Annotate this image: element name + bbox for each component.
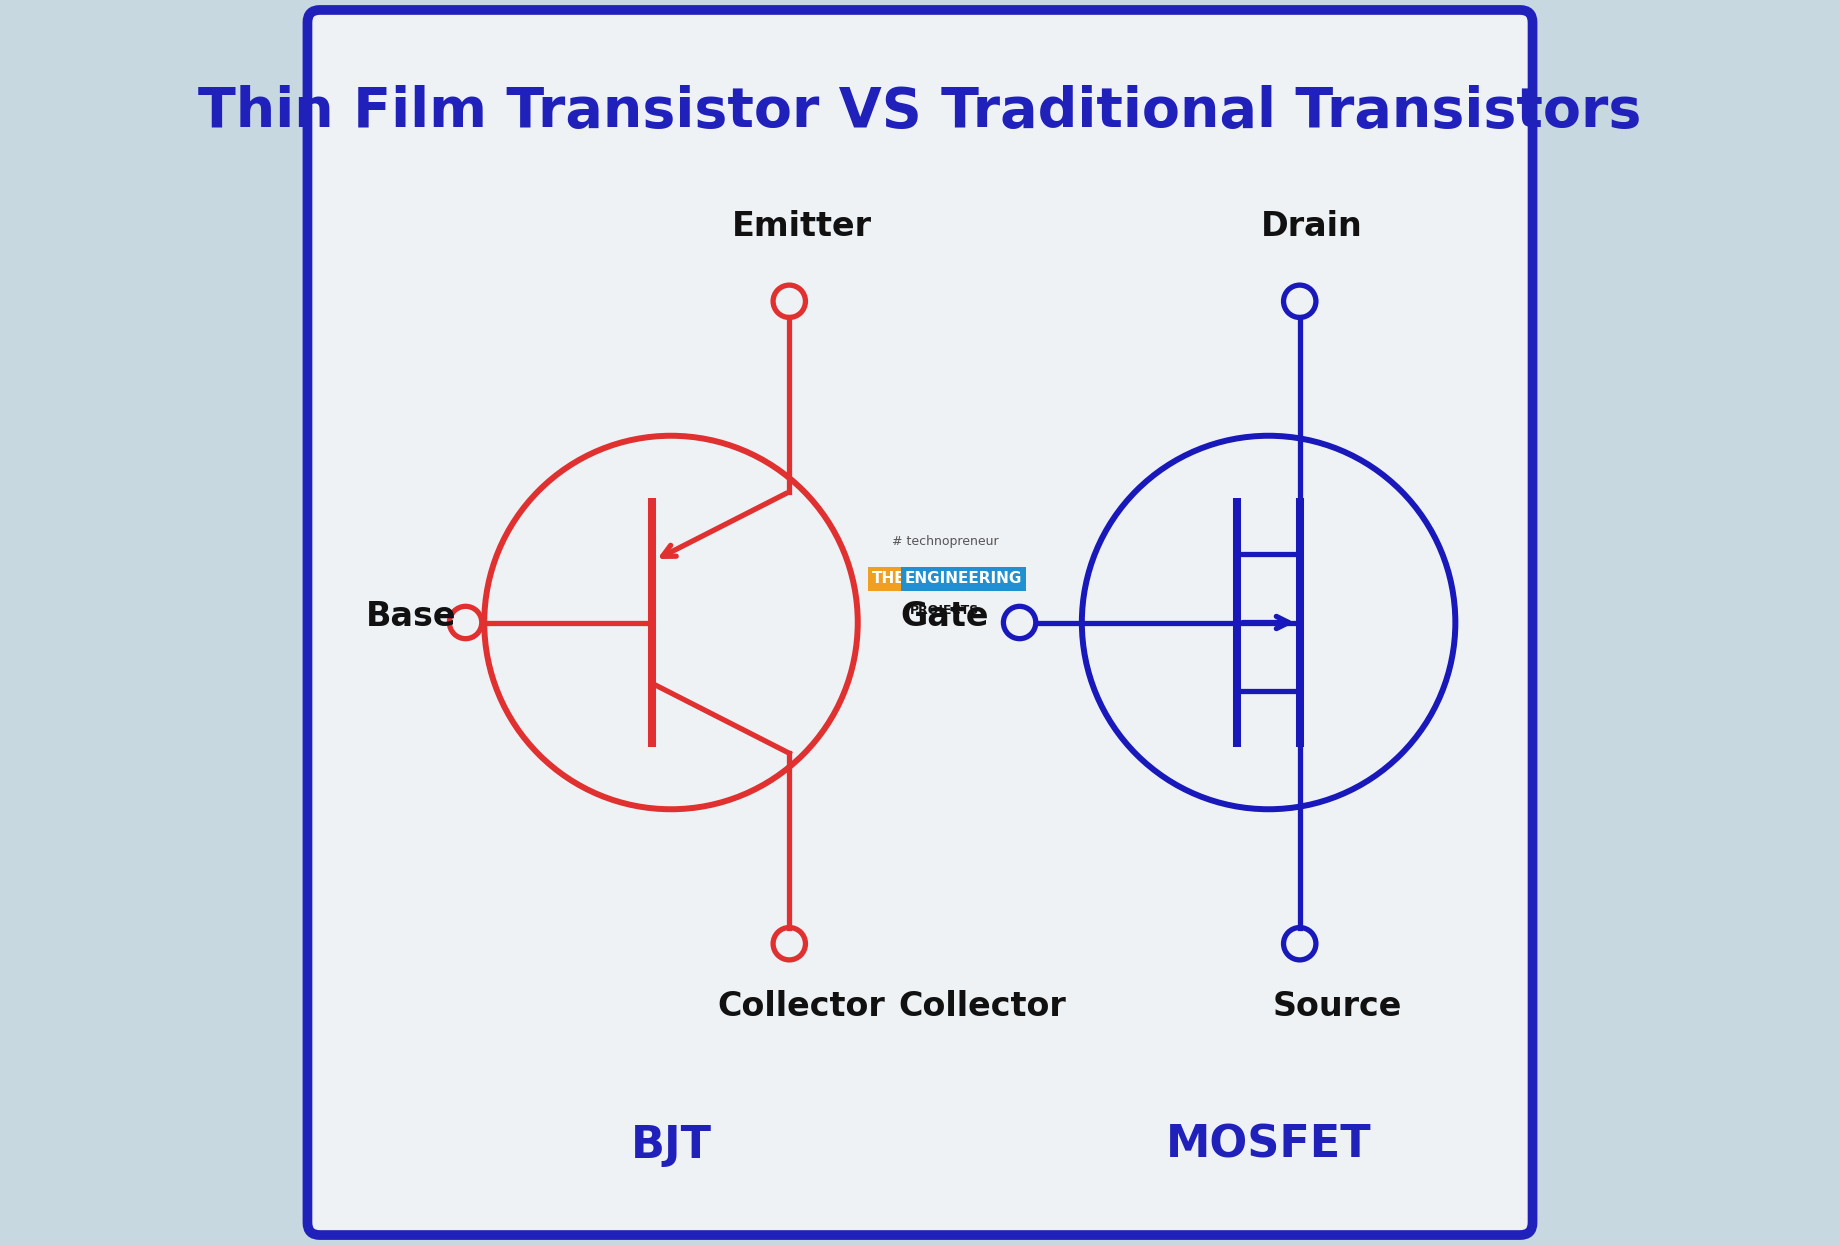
Text: Gate: Gate	[899, 600, 988, 632]
Text: BJT: BJT	[631, 1124, 712, 1167]
Text: THE: THE	[872, 571, 905, 586]
Text: Collector: Collector	[897, 990, 1065, 1023]
Text: # technopreneur: # technopreneur	[892, 535, 999, 548]
Text: Thin Film Transistor VS Traditional Transistors: Thin Film Transistor VS Traditional Tran…	[199, 85, 1640, 139]
Text: Drain: Drain	[1260, 209, 1363, 243]
Text: PROJECTS: PROJECTS	[910, 604, 978, 616]
Text: Source: Source	[1273, 990, 1401, 1023]
Text: MOSFET: MOSFET	[1166, 1124, 1370, 1167]
FancyBboxPatch shape	[307, 10, 1532, 1235]
Text: Emitter: Emitter	[732, 209, 872, 243]
Text: ENGINEERING: ENGINEERING	[905, 571, 1022, 586]
Text: Collector: Collector	[717, 990, 885, 1023]
Text: Base: Base	[366, 600, 456, 632]
